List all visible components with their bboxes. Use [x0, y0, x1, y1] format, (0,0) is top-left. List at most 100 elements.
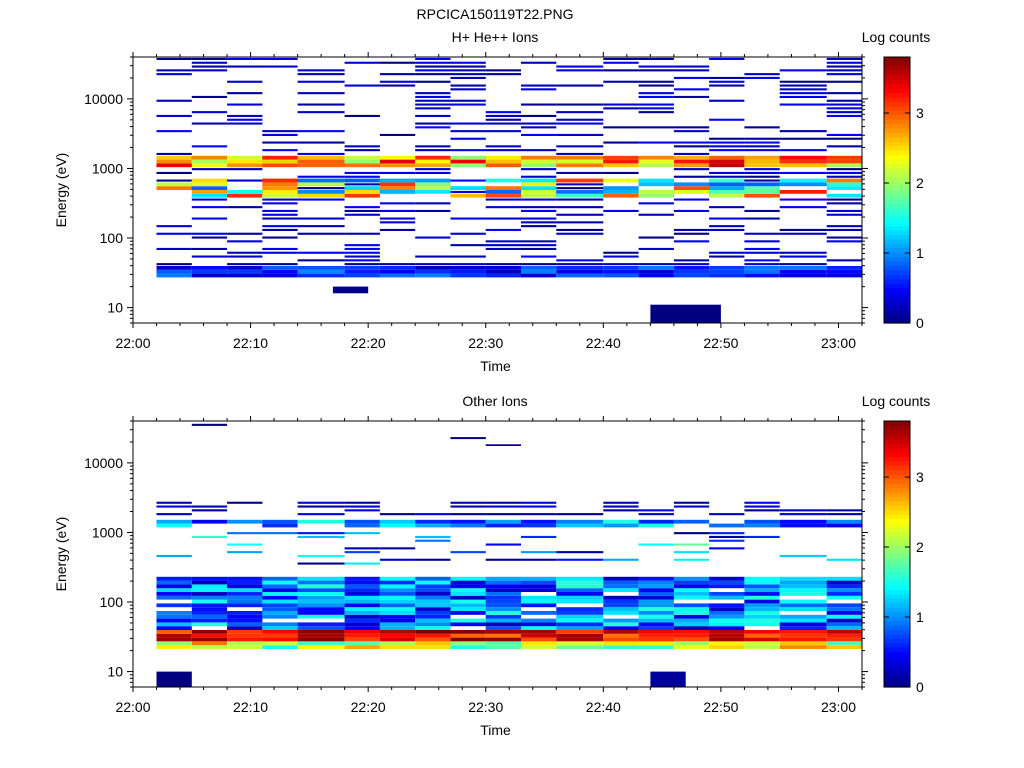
- heatmap-cell: [191, 155, 228, 160]
- heatmap-cell: [262, 614, 298, 619]
- heatmap-cell: [344, 509, 380, 512]
- heatmap-cell: [227, 584, 263, 589]
- heatmap-cell: [521, 622, 557, 627]
- heatmap-cell: [556, 622, 604, 627]
- colorbar-segment: [884, 172, 910, 178]
- heatmap-cell: [744, 232, 780, 235]
- colorbar-segment: [884, 318, 910, 324]
- heatmap-cell: [638, 543, 674, 546]
- heatmap-cell: [156, 263, 192, 266]
- heatmap-cell: [673, 505, 710, 508]
- heatmap-cell: [262, 266, 298, 270]
- heatmap-cell: [673, 126, 710, 129]
- heatmap-cell: [344, 209, 380, 212]
- heatmap-cell: [344, 247, 380, 250]
- heatmap-cell: [779, 163, 827, 168]
- heatmap-cell: [709, 171, 745, 174]
- heatmap-cell: [603, 509, 639, 512]
- heatmap-cell: [297, 232, 345, 235]
- heatmap-cell: [556, 618, 604, 623]
- heatmap-patch: [450, 437, 486, 440]
- heatmap-cell: [709, 118, 745, 121]
- heatmap-cell: [415, 155, 451, 160]
- heatmap-cell: [344, 84, 380, 87]
- heatmap-cell: [344, 259, 380, 262]
- heatmap-cell: [227, 630, 263, 634]
- heatmap-cell: [521, 225, 557, 228]
- heatmap-cell: [779, 95, 827, 98]
- heatmap-cell: [638, 202, 674, 205]
- colorbar-segment: [884, 483, 910, 489]
- heatmap-cell: [673, 626, 710, 630]
- heatmap-cell: [415, 263, 451, 266]
- heatmap-cell: [344, 269, 380, 274]
- heatmap-cell: [556, 558, 604, 561]
- x-tick-label: 22:40: [586, 335, 621, 351]
- heatmap-cell: [556, 171, 604, 174]
- heatmap-cell: [485, 543, 521, 546]
- colorbar-segment: [884, 190, 910, 195]
- heatmap-cell: [673, 155, 710, 160]
- heatmap-cell: [156, 155, 192, 160]
- y-tick-label: 10: [107, 300, 123, 316]
- heatmap-cell: [779, 80, 827, 83]
- heatmap-cell: [709, 193, 745, 198]
- heatmap-cell: [779, 519, 827, 524]
- heatmap-cell: [227, 543, 263, 546]
- heatmap-cell: [191, 182, 228, 187]
- heatmap-cell: [779, 171, 827, 174]
- heatmap-cell: [673, 232, 710, 235]
- heatmap-cell: [521, 255, 557, 258]
- heatmap-cell: [521, 240, 557, 243]
- heatmap-cell: [344, 645, 380, 649]
- heatmap-cell: [638, 111, 674, 114]
- heatmap-cell: [638, 273, 674, 278]
- heatmap-cell: [638, 630, 674, 634]
- heatmap-cell: [191, 618, 228, 623]
- heatmap-cell: [191, 145, 228, 148]
- heatmap-cell: [262, 57, 298, 60]
- heatmap-cell: [485, 178, 521, 183]
- heatmap-cell: [227, 595, 263, 600]
- heatmap-cell: [709, 137, 745, 140]
- heatmap-cell: [415, 103, 451, 106]
- heatmap-cell: [779, 198, 827, 201]
- heatmap-cell: [450, 130, 486, 133]
- heatmap-cell: [779, 130, 827, 133]
- heatmap-cell: [227, 240, 263, 243]
- heatmap-cell: [415, 614, 451, 619]
- heatmap-cell: [709, 255, 745, 258]
- heatmap-cell: [344, 155, 380, 160]
- heatmap-cell: [379, 513, 416, 516]
- heatmap-cell: [603, 193, 639, 198]
- heatmap-cell: [603, 637, 639, 642]
- colorbar-tick-label: 3: [916, 105, 924, 121]
- heatmap-cell: [744, 595, 780, 600]
- heatmap-cell: [191, 95, 228, 98]
- colorbar-segment: [884, 429, 910, 435]
- heatmap-cell: [638, 607, 674, 611]
- heatmap-cell: [297, 505, 345, 508]
- colorbar-segment: [884, 620, 910, 626]
- heatmap-cell: [415, 626, 451, 630]
- heatmap-cell: [450, 637, 486, 642]
- heatmap-cell: [191, 505, 228, 508]
- colorbar-segment: [884, 163, 910, 169]
- heatmap-cell: [379, 228, 416, 231]
- heatmap-cell: [744, 163, 780, 168]
- heatmap-cell: [227, 190, 263, 194]
- heatmap-cell: [744, 259, 780, 262]
- heatmap-cell: [415, 171, 451, 174]
- heatmap-cell: [709, 592, 745, 596]
- heatmap-cell: [485, 145, 521, 148]
- heatmap-cell: [485, 592, 521, 596]
- heatmap-cell: [450, 190, 486, 193]
- plot-frame: [132, 56, 863, 324]
- heatmap-cell: [779, 84, 827, 87]
- heatmap-cell: [344, 183, 380, 186]
- heatmap-cell: [556, 152, 604, 155]
- heatmap-cell: [379, 547, 416, 550]
- heatmap-cell: [744, 630, 780, 634]
- heatmap-cell: [379, 637, 416, 642]
- heatmap-cell: [556, 190, 604, 194]
